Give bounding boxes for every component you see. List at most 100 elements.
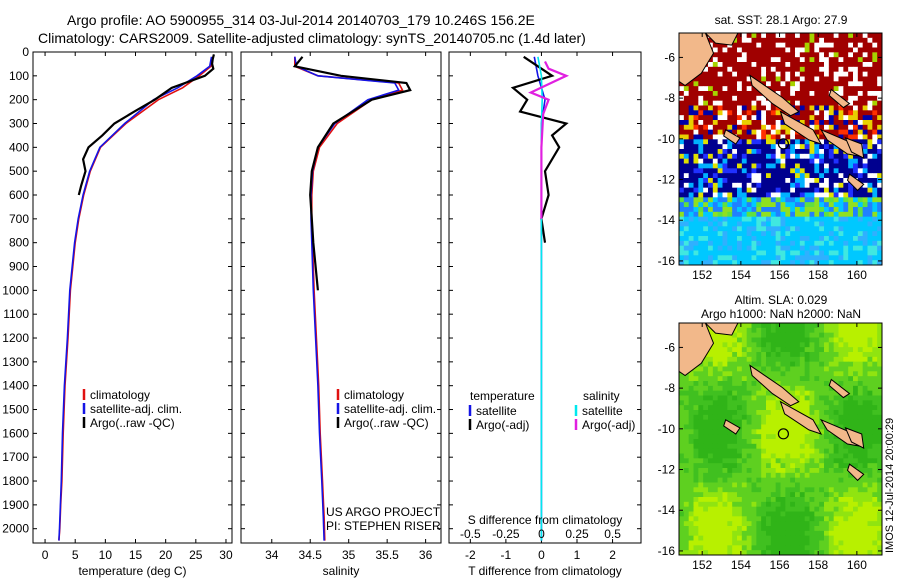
sst-map-cell xyxy=(795,144,801,150)
sla-map-cell xyxy=(737,332,743,338)
sla-map-cell xyxy=(766,395,772,401)
sla-map-cell xyxy=(824,521,830,527)
sst-map-cell xyxy=(862,250,868,256)
sst-map-cell xyxy=(785,211,791,218)
sst-map-cell xyxy=(746,178,752,184)
sst-map-cell xyxy=(722,91,728,97)
sst-map-cell xyxy=(761,178,767,184)
sla-map-cell xyxy=(819,526,825,532)
sla-map-cell xyxy=(698,477,704,483)
sla-map-cell xyxy=(838,327,844,334)
sst-map-cell xyxy=(756,231,762,237)
sla-map-cell xyxy=(780,458,786,464)
sst-map-cell xyxy=(785,231,791,237)
sst-map-cell xyxy=(824,231,830,237)
sla-map-cell xyxy=(683,443,690,450)
sst-map-cell xyxy=(819,240,825,247)
sla-map-cell xyxy=(790,419,796,425)
sla-map-cell xyxy=(843,410,849,416)
sla-map-cell xyxy=(766,443,772,450)
sst-map-cell xyxy=(853,236,859,242)
sla-map-cell xyxy=(780,516,786,522)
sla-map-cell xyxy=(862,506,868,512)
sla-map-cell xyxy=(688,521,694,527)
sst-map-cell xyxy=(780,153,786,160)
sst-map-cell xyxy=(795,105,801,111)
sst-map-cell xyxy=(717,115,723,121)
sla-map-cell xyxy=(824,487,830,493)
sst-map-cell xyxy=(790,245,796,251)
sst-map-cell xyxy=(751,153,757,160)
sst-map-cell xyxy=(828,149,835,155)
sst-map-cell xyxy=(848,226,854,232)
sla-map-cell xyxy=(819,356,825,363)
sla-map-cell xyxy=(698,414,704,421)
sst-map-cell xyxy=(712,134,719,140)
sst-map-cell xyxy=(693,139,699,145)
sla-map-cell xyxy=(877,347,882,353)
sst-map-cell xyxy=(799,42,806,48)
sla-map-cell xyxy=(862,468,868,474)
sst-map-cell xyxy=(785,153,791,160)
sst-map-cell xyxy=(809,231,815,237)
sst-map-cell xyxy=(833,207,839,213)
sst-map-cell xyxy=(790,202,796,208)
sst-map-cell xyxy=(867,255,873,261)
sla-map-cell xyxy=(862,337,868,343)
sst-map-cell xyxy=(679,81,685,87)
sst-map-cell xyxy=(766,163,772,169)
sst-map-cell xyxy=(770,37,777,44)
sla-map-cell xyxy=(766,410,772,416)
sst-map-cell xyxy=(693,245,699,251)
sst-map-cell xyxy=(862,226,868,232)
sla-map-cell xyxy=(814,327,820,334)
sst-map-cell xyxy=(708,100,714,106)
sst-map-cell xyxy=(727,139,733,145)
sst-map-cell xyxy=(717,245,723,251)
sst-map-cell xyxy=(828,226,835,232)
sst-map-cell xyxy=(862,71,868,77)
sst-map-cell xyxy=(732,192,738,198)
sst-map-cell xyxy=(838,221,844,227)
sla-map-cell xyxy=(824,530,830,537)
sst-map-cell xyxy=(741,202,748,208)
sst-map-cell xyxy=(819,173,825,179)
sst-map-cell xyxy=(688,81,694,87)
sst-map-cell xyxy=(833,202,839,208)
sst-map-cell xyxy=(857,250,864,256)
sla-map-cell xyxy=(732,410,738,416)
sst-map-cell xyxy=(766,120,772,126)
sst-map-cell xyxy=(833,129,839,135)
sst-map-cell xyxy=(679,120,685,126)
sst-map-cell xyxy=(766,153,772,160)
sla-map-cell xyxy=(790,540,796,546)
sla-map-cell xyxy=(732,545,738,551)
sla-map-cell xyxy=(833,521,839,527)
sla-map-cell xyxy=(833,361,839,367)
sla-map-cell xyxy=(862,410,868,416)
sla-map-cell xyxy=(867,492,873,498)
sst-map-cell xyxy=(877,187,882,193)
sla-map-cell xyxy=(761,390,767,396)
sla-map-cell xyxy=(795,448,801,454)
sst-map-cell xyxy=(756,182,762,189)
sla-map-cell xyxy=(732,535,738,541)
diff-legend-title-salinity: salinity xyxy=(583,389,620,403)
sla-map-cell xyxy=(741,405,748,411)
sst-map-cell xyxy=(679,144,685,150)
sla-map-cell xyxy=(867,540,873,546)
sst-map-cell xyxy=(698,182,704,189)
sla-map-cell xyxy=(693,376,699,382)
sst-map-cell xyxy=(795,115,801,121)
sla-map-cell xyxy=(790,347,796,353)
sst-map-cell xyxy=(712,153,719,160)
sst-map-cell xyxy=(775,255,781,261)
sla-map-land xyxy=(704,323,739,336)
sla-map-cell xyxy=(814,419,820,425)
sst-map-cell xyxy=(775,202,781,208)
sla-map-cell xyxy=(703,477,709,483)
sla-map-cell xyxy=(838,506,844,512)
sla-map-cell xyxy=(814,390,820,396)
sst-map-cell xyxy=(795,197,801,203)
sla-map-cell xyxy=(756,472,762,479)
